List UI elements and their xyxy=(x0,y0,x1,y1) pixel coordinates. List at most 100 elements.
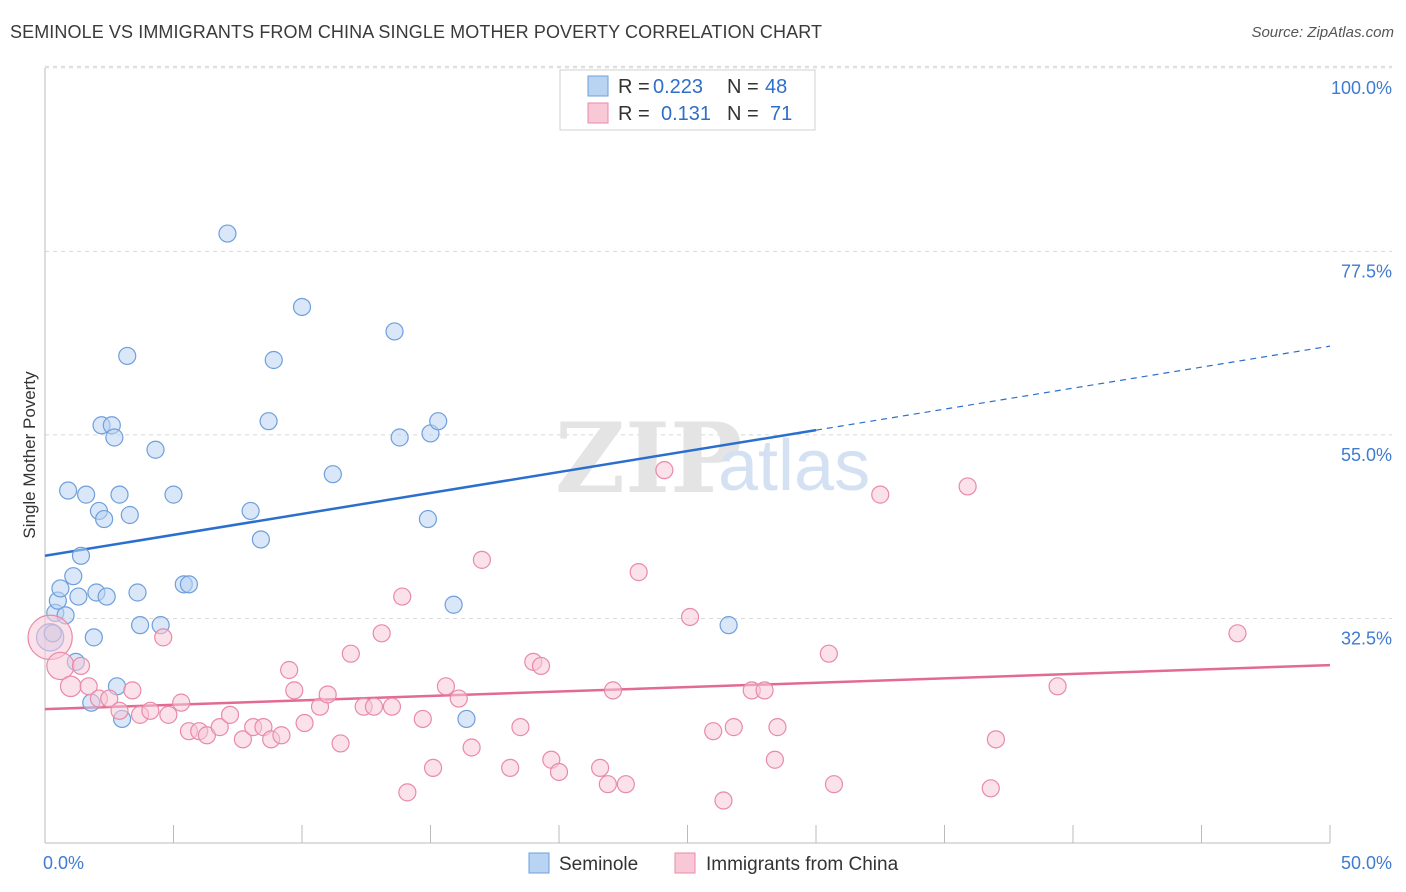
seminole-point xyxy=(77,485,96,504)
china-point xyxy=(501,758,520,777)
china-point xyxy=(436,677,456,696)
china-point xyxy=(285,681,304,700)
china-point xyxy=(598,775,617,794)
tick-labels: 100.0% 77.5% 55.0% 32.5% xyxy=(1331,78,1392,649)
seminole-point xyxy=(292,297,312,317)
china-point xyxy=(511,718,530,737)
legend-r-value-1: 0.223 xyxy=(653,76,703,98)
china-point xyxy=(629,563,648,582)
china-point xyxy=(472,550,491,569)
china-point xyxy=(331,734,350,753)
x-tick-label-min: 0.0% xyxy=(43,853,84,873)
seminole-point xyxy=(120,505,139,525)
china-point xyxy=(100,689,119,708)
grid-layer xyxy=(45,65,1392,619)
seminole-point xyxy=(719,616,738,635)
bottom-legend-swatch-china xyxy=(674,852,696,874)
trend-layer xyxy=(44,345,1331,711)
seminole-point xyxy=(323,465,342,484)
china-point xyxy=(724,718,743,737)
china-point xyxy=(110,701,129,720)
seminole-point xyxy=(64,567,83,586)
legend-r-label-1: R = xyxy=(618,76,650,98)
seminole-point xyxy=(259,412,278,431)
bottom-legend-label-china: Immigrants from China xyxy=(706,854,899,875)
china-point xyxy=(46,651,75,681)
legend-n-value-2: 71 xyxy=(770,103,792,125)
china-point xyxy=(1048,677,1067,696)
seminole-point xyxy=(146,440,165,459)
seminole-point xyxy=(118,346,137,366)
seminole-point xyxy=(71,546,91,565)
bottom-legend-label-seminole: Seminole xyxy=(559,854,638,875)
china-point xyxy=(603,681,623,700)
china-point xyxy=(765,750,784,769)
china-point xyxy=(280,660,299,680)
china-point xyxy=(824,775,844,794)
trend-line-china xyxy=(44,663,1331,711)
seminole-point xyxy=(95,509,114,529)
china-point xyxy=(655,461,674,480)
china-point xyxy=(372,624,391,643)
legend-r-value-2: 0.131 xyxy=(661,103,711,125)
china-point xyxy=(295,713,314,733)
china-point xyxy=(141,701,160,720)
legend-n-label-2: N = xyxy=(727,103,759,125)
china-point xyxy=(382,697,402,716)
seminole-point xyxy=(251,530,270,549)
bottom-legend: Seminole Immigrants from China xyxy=(528,852,899,875)
china-point xyxy=(1228,624,1247,643)
seminole-point xyxy=(84,628,103,647)
seminole-point xyxy=(97,587,116,606)
seminole-point xyxy=(105,428,124,447)
seminole-point xyxy=(51,579,70,598)
china-point xyxy=(79,677,98,696)
legend-swatch-china xyxy=(587,102,609,124)
china-point xyxy=(462,738,481,757)
legend-swatch-seminole xyxy=(587,75,609,97)
seminole-point xyxy=(179,575,199,594)
china-point xyxy=(233,730,252,749)
china-point xyxy=(393,587,412,606)
source-label: Source: ZipAtlas.com xyxy=(1251,24,1394,41)
y-tick-label: 100.0% xyxy=(1331,78,1392,98)
china-point xyxy=(981,779,1000,798)
points-layer xyxy=(27,224,1247,810)
top-legend: R = 0.223 N = 48 R = 0.131 N = 71 xyxy=(559,69,816,131)
china-point xyxy=(413,709,432,729)
seminole-point xyxy=(241,501,260,521)
china-point xyxy=(531,656,551,676)
legend-r-label-2: R = xyxy=(618,103,650,125)
seminole-point xyxy=(128,583,147,602)
seminole-point xyxy=(164,485,183,504)
china-point xyxy=(398,783,417,802)
seminole-point xyxy=(130,616,150,635)
legend-n-value-1: 48 xyxy=(765,76,787,98)
china-point xyxy=(197,726,217,745)
seminole-point xyxy=(429,412,448,431)
china-point xyxy=(220,705,240,724)
china-point xyxy=(616,775,635,794)
china-point xyxy=(704,722,723,741)
china-point xyxy=(210,718,229,737)
y-tick-label: 32.5% xyxy=(1341,628,1392,648)
china-point xyxy=(71,656,91,676)
trend-line-seminole-extension xyxy=(815,345,1331,431)
china-point xyxy=(272,726,291,745)
trend-line-seminole xyxy=(44,428,817,558)
china-point xyxy=(364,697,384,716)
china-point xyxy=(591,758,610,777)
seminole-point xyxy=(218,224,237,243)
seminole-point xyxy=(444,595,463,614)
china-point xyxy=(768,718,787,737)
seminole-point xyxy=(59,481,78,500)
seminole-point xyxy=(457,709,476,729)
china-point xyxy=(958,477,977,496)
watermark: ZIP atlas xyxy=(555,402,870,515)
x-tick-label-max: 50.0% xyxy=(1341,853,1392,873)
y-tick-label: 55.0% xyxy=(1341,445,1392,465)
china-point xyxy=(59,675,82,698)
china-point xyxy=(549,762,569,782)
seminole-point xyxy=(390,428,409,447)
china-point xyxy=(714,791,733,810)
